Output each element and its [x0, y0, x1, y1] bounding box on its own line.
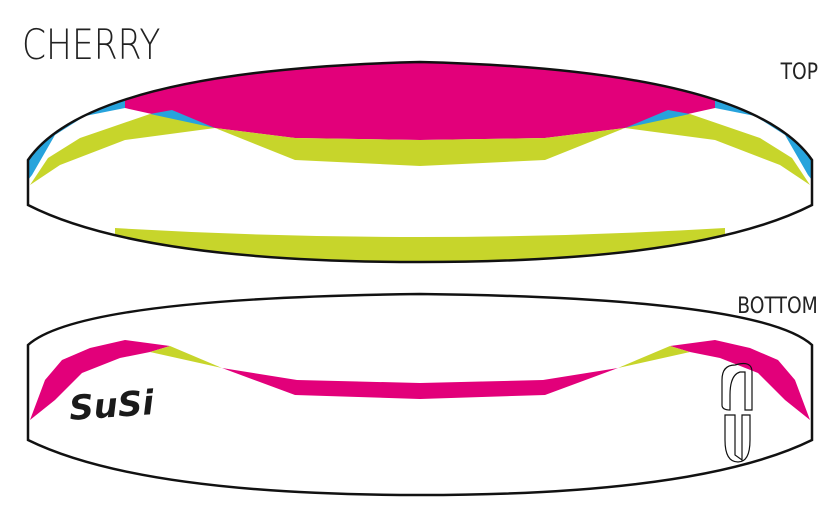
bottom-magenta-band-center — [222, 368, 618, 399]
top-blue-wedge-right — [625, 110, 690, 128]
bottom-magenta-band-left — [30, 340, 170, 420]
top-view-label: TOP — [780, 60, 818, 85]
top-outline — [26, 60, 814, 264]
bottom-lime-wedge-right — [618, 346, 690, 368]
top-lime-band-right — [625, 114, 810, 185]
bottom-view-label: BOTTOM — [737, 294, 818, 319]
top-surface — [26, 60, 814, 264]
top-lime-band-left — [30, 114, 215, 185]
bottom-outline — [26, 292, 814, 497]
color-name-title: CHERRY — [22, 20, 161, 69]
si-outline-logo — [721, 362, 753, 463]
top-blue-wedge-left — [150, 110, 215, 128]
top-magenta-panel — [125, 62, 715, 140]
susi-brand-logo: SuSi — [68, 383, 157, 429]
bottom-surface: SuSi — [26, 292, 814, 497]
bottom-magenta-band-right — [670, 340, 810, 420]
top-lime-band-center — [215, 128, 625, 166]
bottom-lime-wedge-left — [150, 346, 222, 368]
